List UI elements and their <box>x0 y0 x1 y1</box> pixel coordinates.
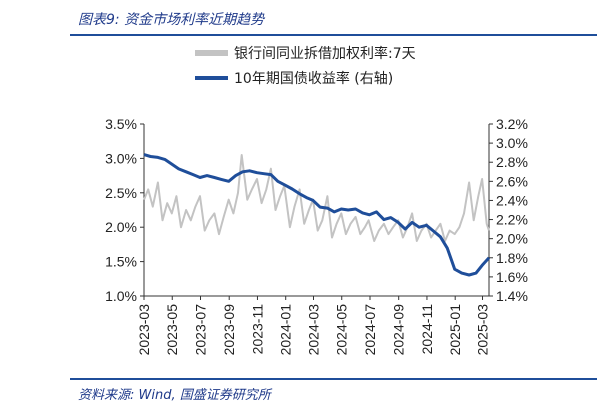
x-axis-tick-label: 2024-07 <box>362 304 378 356</box>
left-axis-tick-label: 1.0% <box>105 288 137 304</box>
chart-title: 图表9: 资金市场利率近期趋势 <box>78 12 265 28</box>
right-axis-tick-label: 3.0% <box>496 135 528 151</box>
chart: 银行间同业拆借加权利率:7天 10年期国债收益率 (右轴) 1.0% 1.5% 2.… <box>105 45 528 355</box>
right-axis-tick-label: 2.6% <box>496 173 528 189</box>
left-axis-tick-label: 2.0% <box>105 219 137 235</box>
legend-label-interbank: 银行间同业拆借加权利率:7天 <box>234 45 416 62</box>
right-axis-tick-label: 2.4% <box>496 192 528 208</box>
x-axis-tick-label: 2025-03 <box>475 304 491 356</box>
legend: 银行间同业拆借加权利率:7天 10年期国债收益率 (右轴) <box>195 45 416 87</box>
right-axis-tick-label: 1.8% <box>496 250 528 266</box>
left-axis-tick-label: 3.0% <box>105 150 137 166</box>
x-axis-tick-label: 2024-05 <box>334 304 350 356</box>
x-axis-tick-label: 2023-11 <box>249 304 265 355</box>
x-axis-tick-label: 2023-07 <box>192 304 208 356</box>
x-axis-tick-label: 2024-11 <box>419 304 435 355</box>
x-axis-tick-label: 2025-01 <box>447 304 463 356</box>
right-axis-tick-label: 1.6% <box>496 269 528 285</box>
x-axis-tick-label: 2024-03 <box>305 304 321 356</box>
x-axis-tick-label: 2024-09 <box>391 304 407 356</box>
series-line-bond <box>143 153 491 277</box>
x-axis-tick-label: 2023-09 <box>221 304 237 356</box>
series-layer <box>143 153 491 277</box>
left-axis-tick-label: 2.5% <box>105 185 137 201</box>
axes: 1.0% 1.5% 2.0% 2.5% 3.0% 3.5% 1.4% 1.6% 1.8% 2.0%… <box>105 116 528 355</box>
source-note: 资料来源: Wind, 国盛证券研究所 <box>78 388 271 403</box>
x-axis-tick-label: 2023-05 <box>164 304 180 356</box>
x-axis-tick-label: 2024-01 <box>278 304 294 356</box>
left-axis-tick-label: 1.5% <box>105 254 137 270</box>
legend-label-bond: 10年期国债收益率 (右轴) <box>234 70 393 87</box>
left-axis-tick-label: 3.5% <box>105 116 137 132</box>
right-axis-tick-label: 3.2% <box>496 116 528 132</box>
right-axis-tick-label: 2.2% <box>496 212 528 228</box>
bottom-divider <box>70 378 597 380</box>
x-axis-tick-label: 2023-03 <box>136 304 152 356</box>
right-axis-tick-label: 2.0% <box>496 231 528 247</box>
right-axis-tick-label: 1.4% <box>496 288 528 304</box>
series-line-interbank <box>143 154 490 242</box>
top-divider <box>70 34 597 36</box>
right-axis-tick-label: 2.8% <box>496 154 528 170</box>
